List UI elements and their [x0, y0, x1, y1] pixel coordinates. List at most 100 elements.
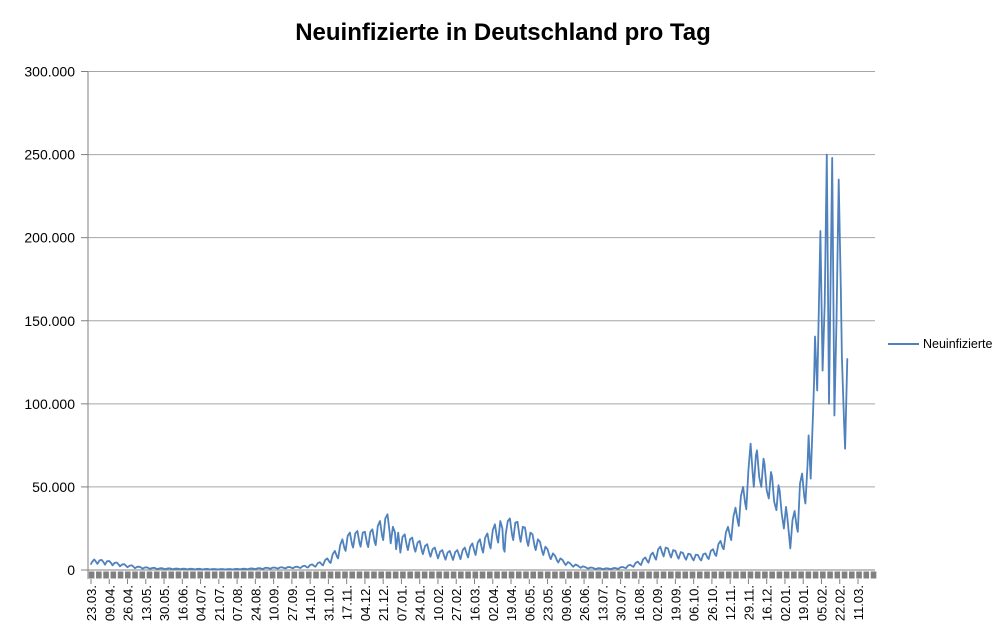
- x-axis-tick-band-dash: [646, 571, 652, 579]
- x-axis-tick-band-dash: [472, 571, 479, 579]
- x-axis-label: 09.06.: [559, 585, 574, 621]
- x-axis-tick-band-dash: [827, 571, 833, 579]
- x-axis-tick-band-dash: [204, 571, 211, 579]
- x-axis-tick-band-dash: [682, 571, 689, 579]
- x-axis-tick-band-dash: [327, 571, 334, 579]
- x-axis-tick-band-dash: [740, 571, 746, 579]
- x-axis-label: 16.08.: [632, 585, 647, 621]
- x-axis-tick-band-dash: [392, 571, 399, 579]
- x-axis-tick-band-dash: [725, 571, 732, 579]
- x-axis-label: 06.10.: [687, 585, 702, 621]
- y-axis-label: 200.000: [24, 230, 75, 246]
- x-axis-label: 16.03.: [468, 585, 483, 621]
- x-axis-tick-band-dash: [342, 571, 348, 579]
- x-axis-tick-band-dash: [349, 571, 356, 579]
- x-axis-tick-band-dash: [733, 571, 739, 579]
- x-axis-tick-band-dash: [689, 571, 696, 579]
- x-axis-tick-band-dash: [841, 571, 848, 579]
- x-axis-tick-band-dash: [371, 571, 377, 579]
- x-axis-tick-band-dash: [117, 571, 124, 579]
- x-axis-tick-band-dash: [450, 571, 457, 579]
- x-axis-label: 07.08.: [230, 585, 245, 621]
- x-axis-tick-band-dash: [791, 571, 797, 579]
- x-axis-tick-band-dash: [624, 571, 631, 579]
- x-axis-tick-band-dash: [298, 571, 305, 579]
- x-axis-label: 02.04.: [486, 585, 501, 621]
- x-axis-label: 06.05.: [522, 585, 537, 621]
- x-axis-tick-band-dash: [132, 571, 138, 579]
- x-axis-tick-band-dash: [378, 571, 384, 579]
- y-axis-label: 100.000: [24, 396, 75, 412]
- x-axis-label: 09.04.: [102, 585, 117, 621]
- x-axis-tick-band-dash: [161, 571, 167, 579]
- x-axis-tick-band-dash: [407, 571, 413, 579]
- x-axis-tick-band-dash: [103, 571, 109, 579]
- x-axis-tick-band-dash: [704, 571, 710, 579]
- x-axis-tick-band-dash: [588, 571, 594, 579]
- x-axis-tick-band-dash: [262, 571, 269, 579]
- x-axis-tick-band-dash: [313, 571, 319, 579]
- x-axis-tick-band-dash: [479, 571, 486, 579]
- x-axis-tick-band-dash: [125, 571, 131, 579]
- x-axis-tick-band-dash: [356, 571, 363, 579]
- x-axis-tick-band-dash: [718, 571, 725, 579]
- x-axis-label: 14.10.: [303, 585, 318, 621]
- x-axis-tick-band-dash: [190, 571, 196, 579]
- x-axis-tick-band-dash: [400, 571, 406, 579]
- x-axis-tick-band-dash: [139, 571, 146, 579]
- plot-area: 0 50.000 100.000 150.000 200.000 250.000 300.0…: [24, 64, 877, 621]
- x-axis-tick-band-dash: [277, 571, 283, 579]
- x-axis-tick-band-dash: [653, 571, 660, 579]
- x-axis-label: 13.07.: [595, 585, 610, 621]
- x-axis-label: 04.12.: [358, 585, 373, 621]
- x-axis-tick-band-dash: [414, 571, 421, 579]
- x-axis-label: 30.05.: [157, 585, 172, 621]
- x-axis-tick-band-dash: [530, 571, 537, 579]
- x-axis-label: 10.09.: [267, 585, 282, 621]
- x-axis-label: 22.02.: [833, 585, 848, 621]
- series-line-neuinfizierte: [90, 153, 849, 571]
- x-axis-label: 30.07.: [614, 585, 629, 621]
- x-axis-tick-band-dash: [363, 571, 370, 579]
- x-axis-tick-band-dash: [668, 571, 674, 579]
- x-axis-tick-band-dash: [783, 571, 790, 579]
- x-axis-tick-band-dash: [175, 571, 182, 579]
- x-axis-tick-band-dash: [820, 571, 826, 579]
- x-axis-tick-band-dash: [856, 571, 862, 579]
- x-axis-tick-band-dash: [747, 571, 754, 579]
- x-axis-label: 27.09.: [285, 585, 300, 621]
- x-axis-label: 04.07.: [194, 585, 209, 621]
- x-axis-tick-band-dash: [544, 571, 551, 579]
- x-axis-tick-band-dash: [754, 571, 761, 579]
- x-axis-tick-band-dash: [168, 571, 175, 579]
- x-axis-tick-band-dash: [436, 571, 442, 579]
- x-axis-tick-band-dash: [248, 571, 254, 579]
- x-axis-label: 10.02.: [431, 585, 446, 621]
- x-axis-label: 26.10.: [705, 585, 720, 621]
- x-axis-tick-band-dash: [870, 571, 877, 579]
- y-axis-label: 300.000: [24, 64, 75, 80]
- x-axis-label: 16.12.: [760, 585, 775, 621]
- x-axis-tick-band-dash: [798, 571, 804, 579]
- x-axis-label: 16.06.: [175, 585, 190, 621]
- x-axis-tick-band-dash: [153, 571, 160, 579]
- x-axis-tick-band-dash: [269, 571, 276, 579]
- x-axis-tick-band-dash: [96, 571, 102, 579]
- x-axis-tick-band-dash: [458, 571, 464, 579]
- x-axis-tick-band-dash: [581, 571, 587, 579]
- x-axis-label: 12.11.: [723, 585, 738, 620]
- x-axis-label: 26.04.: [121, 585, 136, 621]
- x-axis-tick-band-dash: [762, 571, 768, 579]
- x-axis-label: 29.11.: [741, 585, 756, 620]
- x-axis-tick-band-dash: [494, 571, 500, 579]
- x-axis-tick-band-dash: [769, 571, 775, 579]
- x-axis-tick-band-dash: [284, 571, 290, 579]
- x-axis-tick-band-dash: [711, 571, 718, 579]
- x-axis-label: 23.03.: [84, 585, 99, 621]
- x-axis-tick-band-dash: [595, 571, 602, 579]
- x-axis-tick-band-dash: [146, 571, 153, 579]
- x-axis-tick-band-dash: [219, 571, 225, 579]
- x-axis-label: 31.10.: [321, 585, 336, 621]
